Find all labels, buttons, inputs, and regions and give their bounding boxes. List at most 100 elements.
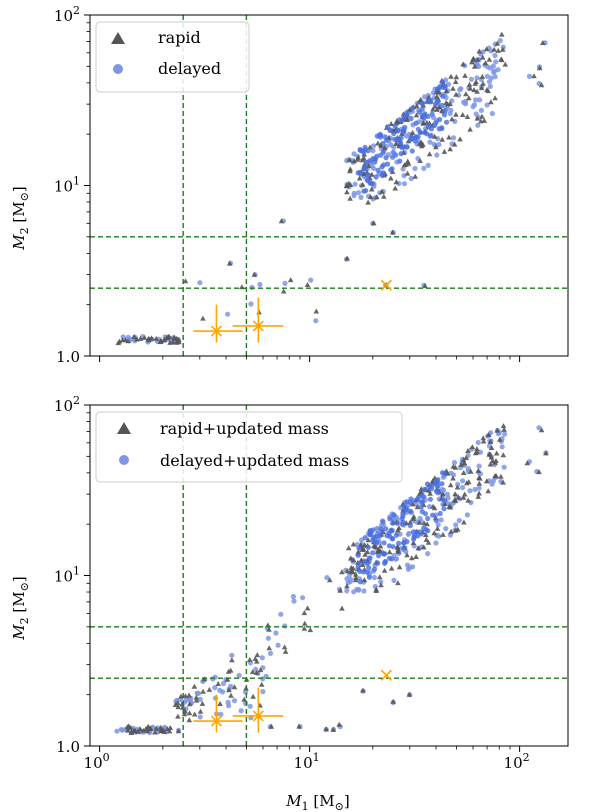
data-point-rapid	[266, 626, 272, 632]
data-point-delayed	[408, 175, 414, 182]
data-point-rapid	[448, 73, 454, 79]
data-point-rapid	[459, 112, 466, 117]
top-y-axis-label: M2 [M⊙]	[10, 186, 31, 250]
data-point-delayed	[430, 512, 436, 518]
data-point-delayed	[460, 484, 466, 491]
data-point-delayed	[392, 123, 398, 129]
data-point-rapid	[375, 140, 381, 146]
data-point-rapid	[339, 605, 345, 611]
data-point-rapid	[423, 532, 429, 538]
data-point-rapid	[467, 85, 474, 91]
data-point-rapid	[460, 61, 466, 67]
data-point-delayed	[397, 117, 403, 123]
data-point-rapid	[369, 171, 375, 177]
data-point-delayed	[366, 565, 372, 571]
data-point-delayed	[427, 133, 433, 139]
data-point-rapid	[411, 513, 417, 519]
x-tick-label: 100	[84, 751, 110, 772]
data-point-delayed	[371, 566, 378, 572]
data-point-rapid	[483, 478, 490, 484]
data-point-rapid	[474, 449, 480, 455]
data-point-delayed	[378, 132, 384, 138]
data-point-rapid	[486, 56, 493, 62]
data-point-delayed	[381, 540, 387, 546]
data-point-delayed	[370, 156, 376, 162]
data-point-rapid	[229, 657, 235, 663]
data-point-rapid	[443, 88, 450, 94]
data-point-rapid	[201, 676, 207, 682]
data-point-delayed	[418, 499, 425, 505]
data-point-rapid	[409, 501, 416, 507]
data-point-delayed	[407, 523, 413, 529]
data-point-delayed	[410, 564, 416, 570]
data-point-delayed	[228, 683, 234, 689]
data-point-rapid	[479, 113, 485, 119]
data-point-delayed	[387, 127, 393, 133]
data-point-rapid	[478, 85, 485, 91]
data-point-rapid	[365, 537, 371, 543]
bottom-y-axis-label: M2 [M⊙]	[10, 576, 31, 640]
data-point-rapid	[360, 546, 367, 552]
data-point-delayed	[421, 525, 427, 531]
data-point-rapid	[415, 545, 422, 551]
data-point-rapid	[368, 186, 375, 192]
data-point-rapid	[376, 574, 383, 580]
data-point-rapid	[116, 338, 123, 344]
data-point-rapid	[158, 728, 165, 734]
data-point-delayed	[484, 73, 490, 79]
data-point-delayed	[374, 539, 380, 545]
data-point-rapid	[464, 114, 471, 119]
data-point-rapid	[404, 117, 411, 122]
data-point-delayed	[436, 142, 442, 148]
data-point-delayed	[361, 588, 367, 594]
data-point-delayed	[429, 486, 435, 492]
data-point-delayed	[376, 553, 382, 559]
data-point-delayed	[197, 714, 203, 720]
data-point-rapid	[449, 116, 455, 122]
data-point-delayed	[391, 577, 397, 584]
data-point-delayed	[374, 153, 380, 159]
data-point-delayed	[373, 174, 379, 180]
data-point-delayed	[427, 496, 433, 502]
data-point-rapid	[430, 106, 436, 112]
bottom-legend-label-delayed: delayed+updated mass	[160, 451, 349, 470]
data-point-rapid	[186, 701, 193, 707]
data-point-delayed	[425, 162, 431, 168]
data-point-delayed	[501, 464, 507, 470]
data-point-rapid	[406, 691, 413, 697]
data-point-delayed	[473, 97, 479, 103]
data-point-delayed	[370, 165, 377, 171]
data-point-rapid	[455, 494, 462, 500]
data-point-delayed	[440, 93, 446, 99]
data-point-delayed	[437, 510, 443, 517]
data-point-delayed	[397, 158, 403, 164]
data-point-rapid	[280, 288, 287, 294]
data-point-rapid	[491, 46, 497, 52]
data-point-rapid	[251, 271, 258, 277]
data-point-rapid	[347, 195, 353, 201]
data-point-rapid	[484, 86, 490, 92]
data-point-delayed	[390, 520, 396, 526]
data-point-delayed	[415, 126, 421, 132]
data-point-delayed	[440, 487, 447, 493]
data-point-rapid	[347, 166, 354, 172]
data-point-delayed	[402, 124, 408, 131]
data-point-rapid	[499, 46, 506, 52]
data-point-delayed	[371, 574, 377, 581]
data-point-rapid	[531, 73, 537, 79]
data-point-delayed	[384, 161, 391, 167]
data-point-delayed	[441, 506, 447, 512]
data-point-delayed	[267, 650, 274, 657]
data-point-rapid	[301, 610, 308, 616]
data-point-delayed	[425, 124, 431, 130]
data-point-delayed	[484, 102, 490, 108]
data-point-rapid	[461, 460, 468, 466]
data-point-rapid	[404, 552, 410, 558]
data-point-delayed	[394, 520, 400, 526]
y-tick-label: 1.0	[56, 738, 80, 756]
data-point-rapid	[175, 728, 182, 734]
data-point-rapid	[476, 48, 483, 54]
data-point-rapid	[413, 554, 419, 559]
data-point-delayed	[197, 696, 203, 703]
data-point-delayed	[313, 318, 319, 324]
